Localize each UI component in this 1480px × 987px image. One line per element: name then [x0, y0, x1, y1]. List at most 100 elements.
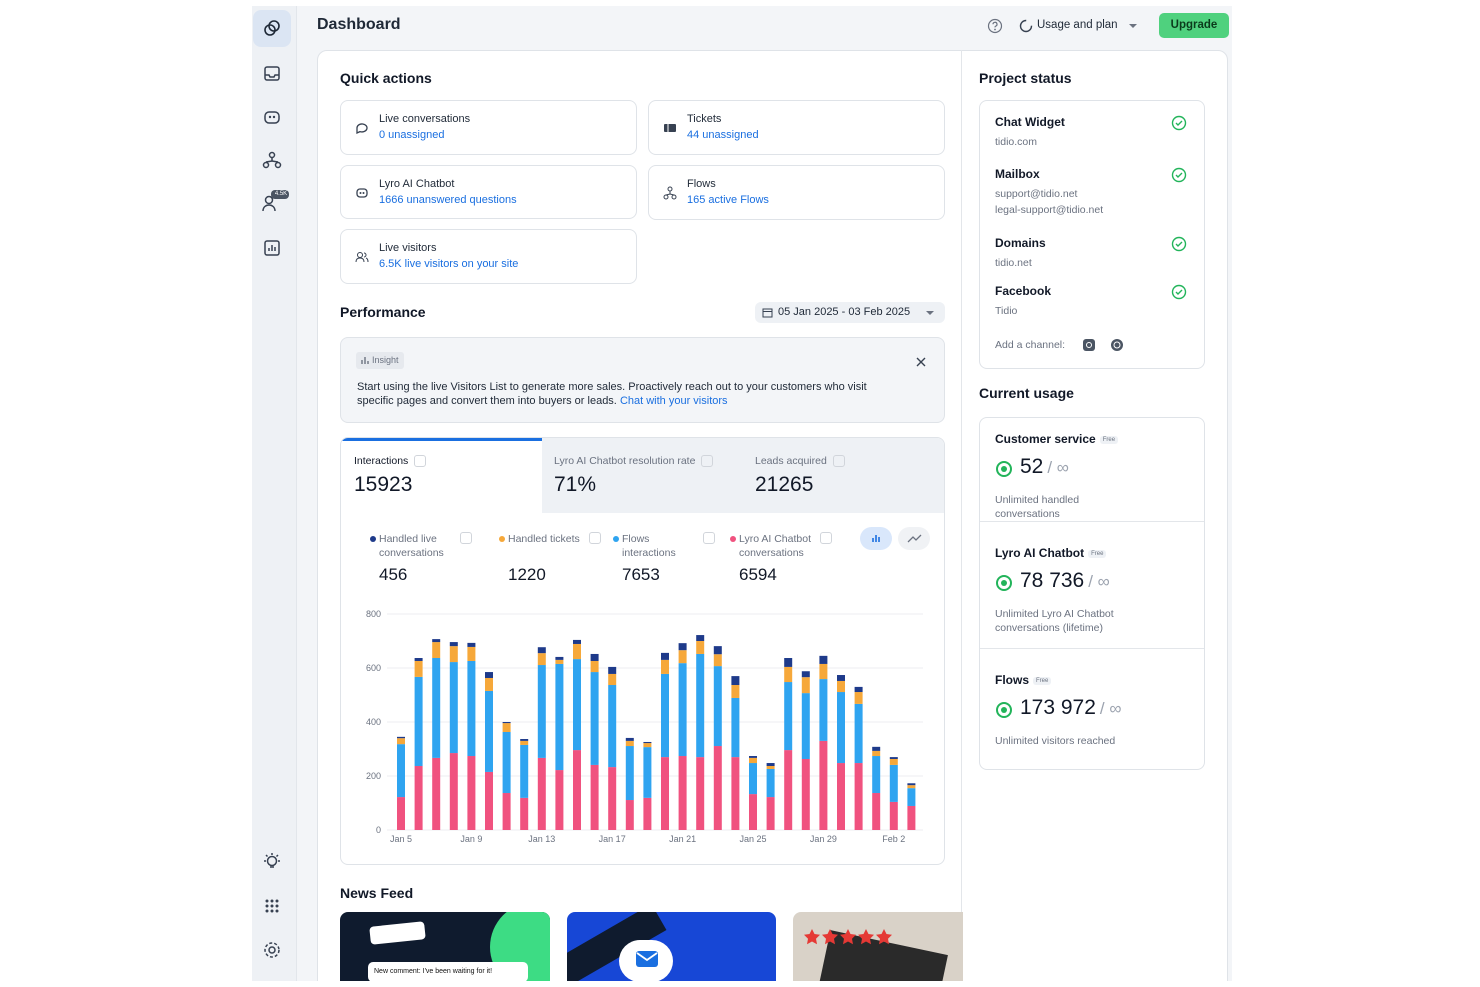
quick-action[interactable]: Lyro AI Chatbot 1666 unanswered questions [340, 165, 637, 219]
performance-card: Interactions 15923 Lyro AI Chatbot resolut… [340, 437, 945, 865]
usage-value: 78 736 [1020, 569, 1085, 592]
insight-link[interactable]: Chat with your visitors [619, 395, 728, 407]
bar-segment [678, 643, 687, 651]
bar-segment [889, 757, 898, 759]
bar-segment [907, 783, 916, 786]
nav-apps[interactable] [262, 896, 282, 916]
tab-label-text: Leads acquired [755, 455, 827, 467]
bar-segment [784, 682, 793, 751]
action-link[interactable]: 44 unassigned [687, 129, 759, 141]
bar-segment [819, 655, 828, 664]
bar-segment [696, 641, 705, 654]
action-label: Lyro AI Chatbot [379, 178, 455, 190]
bar-segment [713, 646, 722, 655]
upgrade-button[interactable]: Upgrade [1159, 13, 1229, 38]
action-icon [664, 124, 676, 132]
bar-segment [502, 793, 511, 830]
usage-icon [996, 702, 1012, 718]
status-name: Chat Widget [995, 115, 1065, 129]
bar-segment [713, 746, 722, 830]
y-tick-label: 400 [366, 717, 381, 727]
legend-total: 456 [379, 565, 408, 584]
bar-segment [590, 764, 599, 830]
bar-segment [889, 758, 898, 765]
quick-action[interactable]: Flows 165 active Flows [648, 165, 945, 220]
page-title: Dashboard [317, 16, 401, 33]
metric-tab[interactable]: Leads acquired 21265 [743, 438, 944, 513]
help-icon[interactable] [987, 18, 1003, 34]
bar-segment [625, 746, 634, 801]
bar-segment [766, 797, 775, 830]
instagram-icon[interactable] [1082, 338, 1096, 352]
legend-dot [613, 536, 619, 542]
bar-segment [537, 653, 546, 666]
legend-dot [499, 536, 505, 542]
nav-visitors[interactable] [262, 190, 290, 214]
sidebar: 4.5K [252, 6, 297, 981]
usage-note: Unlimited handled conversations [995, 494, 1080, 520]
metric-tab[interactable]: Interactions 15923 [342, 438, 542, 513]
action-link[interactable]: 0 unassigned [379, 129, 445, 141]
usage-card: Customer service Free 52/ ∞ Unlimited handl… [979, 417, 1205, 770]
decor [369, 921, 426, 945]
bar-segment [520, 739, 529, 741]
bar-segment [485, 672, 493, 678]
bar-segment [749, 763, 757, 795]
bar-segment [749, 756, 757, 758]
action-link[interactable]: 6.5K live visitors on your site [379, 258, 519, 270]
status-detail: support@tidio.net [995, 188, 1078, 200]
icon [872, 535, 880, 542]
usage-icon [1019, 19, 1033, 33]
bar-segment [731, 676, 740, 686]
tab-value: 71% [554, 473, 597, 497]
metric-tab[interactable]: Lyro AI Chatbot resolution rate 71% [542, 438, 743, 513]
x-tick-label: Feb 2 [882, 834, 905, 844]
usage-limit: / ∞ [1047, 458, 1069, 477]
y-tick-label: 600 [366, 663, 381, 673]
tab-label: Lyro AI Chatbot resolution rate [554, 455, 743, 468]
quick-action[interactable]: Tickets 44 unassigned [648, 100, 945, 155]
quick-action[interactable]: Live conversations 0 unassigned [340, 100, 637, 155]
y-tick-label: 200 [366, 771, 381, 781]
quick-action[interactable]: Live visitors 6.5K live visitors on your … [340, 229, 637, 284]
usage-badge: Free [1099, 435, 1119, 444]
nav-bot[interactable] [262, 107, 282, 127]
whatsapp-icon[interactable] [1110, 338, 1124, 352]
tab-label-text: Lyro AI Chatbot resolution rate [554, 455, 696, 467]
bar-segment [397, 738, 405, 745]
nav-inbox[interactable] [262, 64, 282, 84]
usage-value-row: 173 972/ ∞ [1020, 696, 1122, 720]
bar-segment [397, 736, 405, 739]
insight-body: Start using the live Visitors List to ge… [357, 381, 867, 407]
news-card[interactable] [567, 912, 776, 981]
date-picker[interactable]: 05 Jan 2025 - 03 Feb 2025 [755, 302, 945, 323]
line-toggle[interactable] [898, 527, 930, 550]
usage-plan[interactable]: Usage and plan [1037, 19, 1118, 31]
bar-segment [854, 763, 863, 830]
action-link[interactable]: 165 active Flows [687, 194, 769, 206]
bar-segment [731, 697, 740, 758]
news-card[interactable] [793, 912, 963, 981]
nav-settings[interactable] [262, 940, 282, 960]
bar-segment [608, 673, 617, 686]
action-label: Flows [687, 178, 716, 190]
action-link[interactable]: 1666 unanswered questions [379, 194, 517, 206]
close-button[interactable] [915, 356, 927, 368]
bar-segment [696, 635, 705, 641]
nav-home[interactable] [253, 10, 291, 47]
app-frame: 4.5K Dashboard Usage and plan Upgrade Qu… [252, 6, 1232, 981]
tab-value: 21265 [755, 473, 814, 497]
news-card[interactable]: New comment: I've been waiting for it! [340, 912, 550, 981]
bar-segment [555, 656, 564, 660]
nav-analytics[interactable] [262, 238, 282, 258]
nav-tips[interactable] [262, 852, 282, 872]
action-label: Tickets [687, 113, 722, 125]
bar-segment [889, 764, 898, 802]
nav-flows[interactable] [262, 150, 282, 170]
x-tick-label: Jan 29 [810, 834, 837, 844]
bar-segment [889, 801, 898, 830]
usage-name: Lyro AI Chatbot Free [995, 546, 1107, 560]
bar-toggle[interactable] [860, 527, 892, 550]
bar-segment [414, 658, 423, 661]
bar-segment [801, 671, 810, 678]
